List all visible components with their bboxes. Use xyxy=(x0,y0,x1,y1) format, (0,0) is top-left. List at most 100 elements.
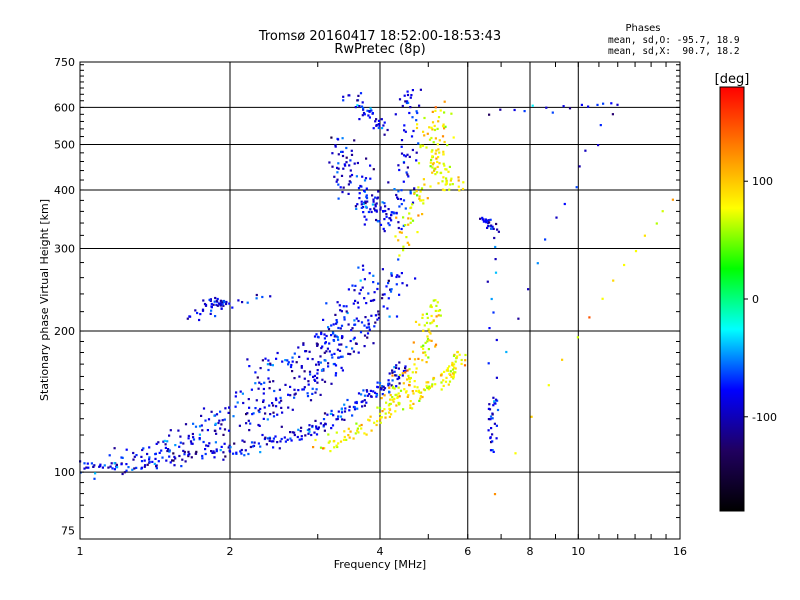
data-point xyxy=(363,201,366,204)
data-point xyxy=(408,357,411,360)
data-point xyxy=(495,437,498,440)
data-point xyxy=(343,316,346,319)
data-point xyxy=(324,341,327,344)
data-point xyxy=(373,298,376,302)
data-point xyxy=(443,111,446,114)
data-point xyxy=(587,105,590,108)
data-point xyxy=(158,451,161,454)
data-point xyxy=(215,299,218,302)
data-point xyxy=(452,136,455,139)
data-point xyxy=(281,360,284,363)
data-point xyxy=(336,166,339,169)
data-point xyxy=(376,381,379,384)
data-point xyxy=(411,148,414,152)
data-point xyxy=(364,316,367,319)
data-point xyxy=(293,377,296,380)
data-point xyxy=(363,404,366,407)
data-point xyxy=(495,338,498,342)
data-point xyxy=(427,356,430,359)
data-point xyxy=(491,225,494,228)
data-point xyxy=(313,335,317,338)
data-point xyxy=(488,403,491,406)
data-point xyxy=(262,387,265,391)
data-point xyxy=(349,159,352,162)
data-point xyxy=(491,440,494,443)
data-point xyxy=(254,382,257,385)
data-point xyxy=(179,435,182,438)
data-point xyxy=(431,110,434,113)
data-point xyxy=(191,432,194,436)
data-point xyxy=(411,201,415,204)
data-point xyxy=(623,263,626,267)
data-point xyxy=(383,202,386,205)
data-point xyxy=(418,195,421,198)
data-point xyxy=(437,156,440,159)
colorbar xyxy=(719,86,745,512)
data-point xyxy=(369,208,372,211)
data-point xyxy=(335,431,338,434)
data-point xyxy=(374,321,377,324)
data-point xyxy=(360,203,363,206)
data-point xyxy=(90,462,93,465)
data-point xyxy=(433,124,436,127)
data-point xyxy=(347,192,350,195)
data-point xyxy=(671,198,674,201)
data-point xyxy=(431,171,434,174)
data-point xyxy=(426,335,429,338)
data-point xyxy=(192,422,195,425)
data-point xyxy=(131,468,134,471)
data-point xyxy=(411,219,415,222)
data-point xyxy=(427,328,430,331)
data-point xyxy=(182,442,185,445)
data-point xyxy=(655,222,658,225)
data-point xyxy=(397,239,400,242)
data-point xyxy=(86,462,89,465)
data-point xyxy=(365,197,369,200)
data-point xyxy=(416,194,419,197)
data-point xyxy=(196,311,199,315)
data-point xyxy=(257,442,260,445)
data-point xyxy=(453,363,456,366)
data-point xyxy=(584,149,587,152)
data-point xyxy=(269,413,272,416)
data-point xyxy=(441,125,445,128)
data-point xyxy=(359,184,362,188)
data-point xyxy=(398,382,401,385)
data-point xyxy=(355,175,358,178)
data-point xyxy=(432,376,435,380)
data-point xyxy=(140,466,143,469)
data-point xyxy=(367,114,370,117)
data-point xyxy=(602,102,605,105)
data-point xyxy=(426,132,429,135)
data-point xyxy=(438,162,441,165)
data-point xyxy=(411,116,414,119)
data-point xyxy=(163,439,166,442)
data-point xyxy=(300,438,303,441)
data-point xyxy=(408,111,411,115)
x-tick-label: 16 xyxy=(673,545,687,558)
data-point xyxy=(450,375,453,378)
data-point xyxy=(487,418,490,421)
data-point xyxy=(486,280,489,283)
data-point xyxy=(302,342,305,345)
data-point xyxy=(408,380,411,383)
data-point xyxy=(291,408,294,411)
data-point xyxy=(323,380,327,383)
data-point xyxy=(494,245,497,249)
data-point xyxy=(340,343,343,346)
data-point xyxy=(434,299,437,302)
x-axis-label: Frequency [MHz] xyxy=(334,558,426,571)
data-point xyxy=(306,392,309,395)
data-point xyxy=(167,448,170,451)
data-point xyxy=(317,426,320,429)
data-point xyxy=(487,219,490,222)
data-point xyxy=(202,440,205,444)
data-point xyxy=(367,319,370,322)
data-point xyxy=(362,211,365,214)
data-point xyxy=(317,361,320,364)
data-point xyxy=(194,452,197,455)
data-point xyxy=(333,175,336,178)
data-point xyxy=(382,388,385,391)
data-point xyxy=(343,410,347,413)
data-point xyxy=(360,423,363,427)
